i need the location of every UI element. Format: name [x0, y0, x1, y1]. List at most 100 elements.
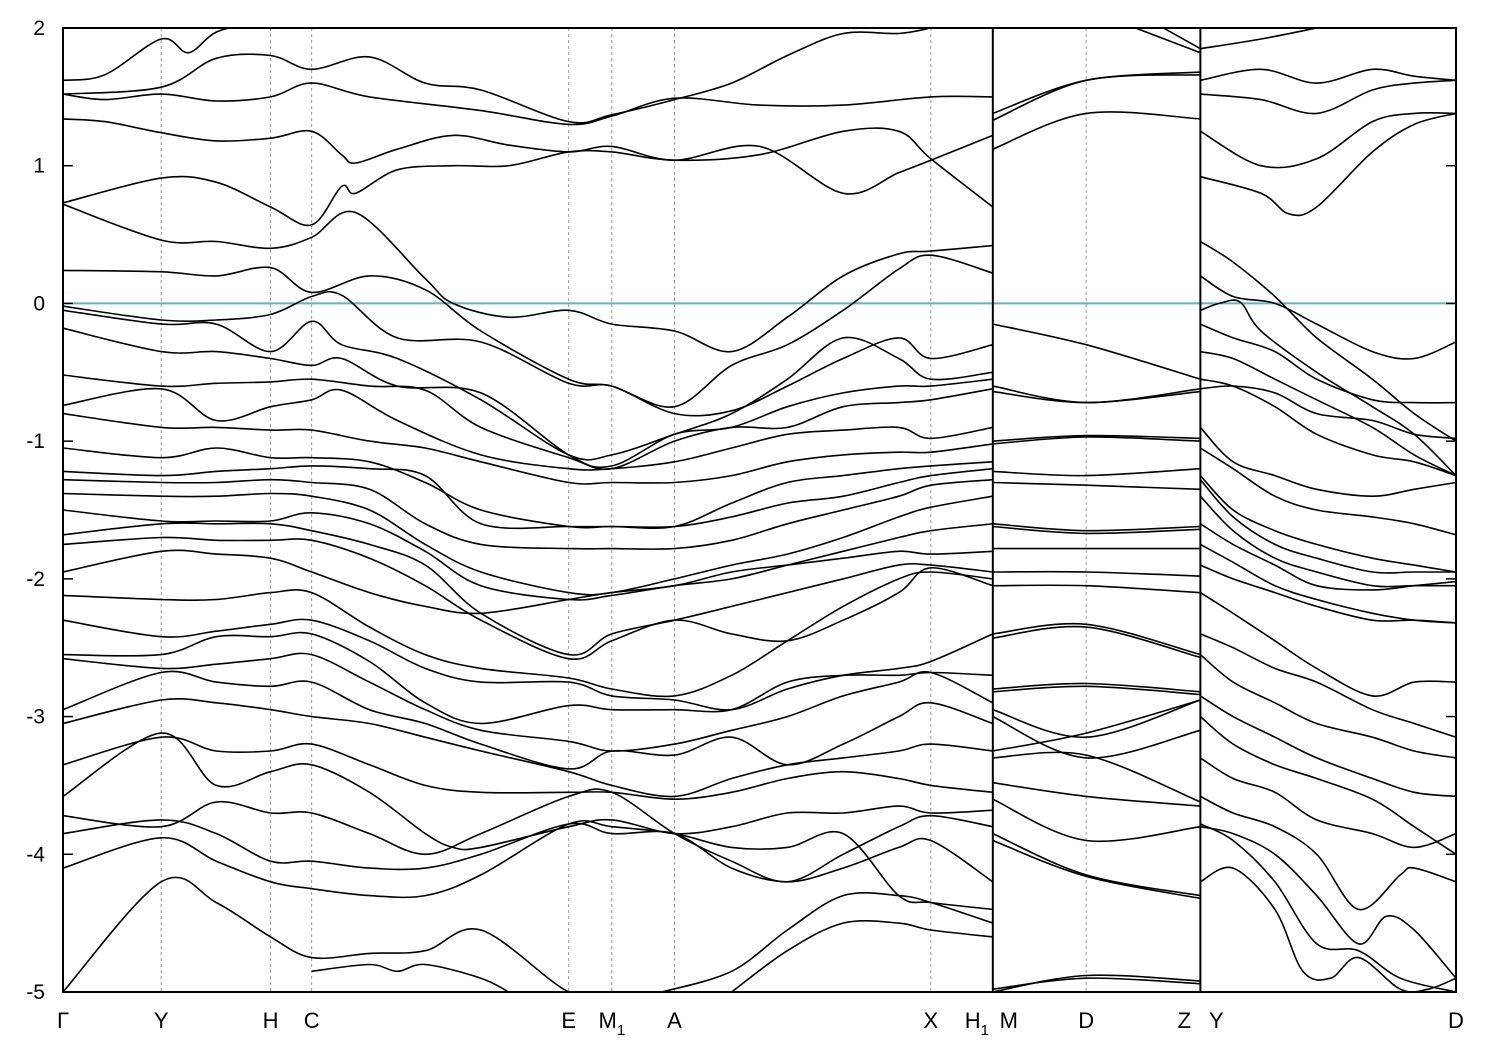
band-58 — [992, 715, 1201, 759]
kpoint-label-subscript: 1 — [981, 1022, 989, 1039]
band-54 — [992, 625, 1201, 659]
band-40 — [1163, 28, 1201, 50]
kpoint-label: C — [304, 1008, 320, 1033]
kpoint-label: E — [561, 1008, 576, 1033]
band-46 — [992, 467, 1201, 477]
y-tick-label: -3 — [26, 706, 45, 729]
band-55 — [992, 682, 1201, 693]
band-70 — [1200, 111, 1456, 169]
band-1 — [63, 82, 993, 126]
band-93 — [1200, 795, 1456, 911]
band-12 — [63, 412, 993, 485]
band-65 — [992, 974, 1201, 992]
band-curves — [63, 28, 1456, 992]
band-19 — [63, 536, 994, 661]
band-5 — [63, 203, 993, 353]
band-80 — [1199, 447, 1456, 536]
band-37 — [992, 74, 1201, 122]
kpoint-label: Y — [154, 1008, 169, 1033]
band-57 — [992, 699, 1201, 739]
x-axis-kpoint-labels: Γ Y H C E M1 A X H1 M D Z Y D — [57, 1008, 1464, 1039]
band-94 — [1200, 825, 1456, 979]
band-83 — [1199, 495, 1456, 588]
band-42 — [992, 385, 1201, 404]
kpoint-label: M — [1000, 1008, 1018, 1033]
band-35 — [731, 920, 993, 992]
band-69 — [1200, 79, 1456, 115]
band-82 — [1199, 479, 1456, 574]
band-27 — [63, 736, 993, 800]
band-22 — [63, 618, 994, 711]
band-71 — [1200, 112, 1456, 217]
band-89 — [1199, 653, 1456, 759]
band-48 — [992, 523, 1201, 532]
band-2 — [63, 28, 931, 124]
band-87 — [1199, 591, 1456, 697]
band-95 — [1200, 823, 1456, 992]
band-85 — [1200, 543, 1456, 624]
band-81 — [1199, 475, 1456, 573]
band-21 — [63, 571, 993, 698]
band-77 — [1200, 378, 1456, 477]
kpoint-label: Y — [1209, 1008, 1224, 1033]
band-7 — [63, 290, 993, 417]
kpoint-label: Z — [1178, 1008, 1191, 1033]
band-64 — [992, 839, 1201, 900]
band-52 — [992, 584, 1201, 594]
y-tick-label: -1 — [26, 430, 45, 453]
band-47 — [992, 481, 1201, 491]
band-20 — [63, 549, 993, 615]
y-tick-label: 1 — [33, 155, 45, 178]
band-72 — [1199, 240, 1456, 442]
band-30 — [63, 819, 994, 883]
y-tick-label: 0 — [33, 292, 45, 315]
y-tick-label: -2 — [26, 568, 45, 591]
band-66 — [992, 977, 1201, 990]
band-39 — [1135, 28, 1201, 54]
band-60 — [992, 751, 1201, 803]
band-92 — [1199, 757, 1456, 849]
band-59 — [992, 699, 1201, 752]
band-91 — [1199, 715, 1456, 855]
band-25 — [63, 670, 994, 770]
band-90 — [1199, 695, 1456, 798]
vertical-gridlines — [160, 28, 1087, 992]
band-86 — [1200, 564, 1456, 624]
band-56 — [992, 685, 1201, 696]
band-75 — [1200, 323, 1456, 404]
band-9 — [63, 327, 993, 469]
y-axis-ticks: 2 1 0 -1 -2 -3 -4 -5 — [26, 17, 1456, 1004]
kpoint-label-subscript: 1 — [617, 1022, 625, 1039]
band-63 — [992, 832, 1201, 897]
band-49 — [992, 525, 1201, 535]
band-13 — [63, 447, 993, 530]
band-34 — [661, 892, 994, 992]
band-24 — [63, 652, 994, 752]
band-88 — [1200, 633, 1456, 738]
plot-frame — [62, 27, 1457, 993]
band-31 — [63, 820, 993, 911]
band-62 — [992, 798, 1201, 843]
band-51 — [992, 570, 1201, 577]
band-28 — [63, 732, 993, 851]
band-6 — [63, 254, 994, 408]
band-96 — [1200, 866, 1456, 992]
band-23 — [63, 631, 993, 725]
band-67 — [1200, 28, 1317, 50]
band-79 — [1199, 426, 1456, 497]
band-10 — [63, 374, 993, 471]
band-61 — [992, 781, 1201, 807]
band-18 — [63, 522, 993, 656]
band-32 — [63, 876, 612, 992]
band-78 — [1200, 385, 1456, 440]
kpoint-label: M1 — [599, 1008, 626, 1039]
band-16 — [63, 492, 993, 596]
band-3 — [63, 118, 994, 195]
band-33 — [311, 963, 510, 992]
band-29 — [63, 788, 993, 883]
band-4 — [63, 127, 994, 227]
segment-separators — [991, 28, 1202, 992]
band-45 — [992, 436, 1201, 445]
band-53 — [992, 622, 1201, 656]
